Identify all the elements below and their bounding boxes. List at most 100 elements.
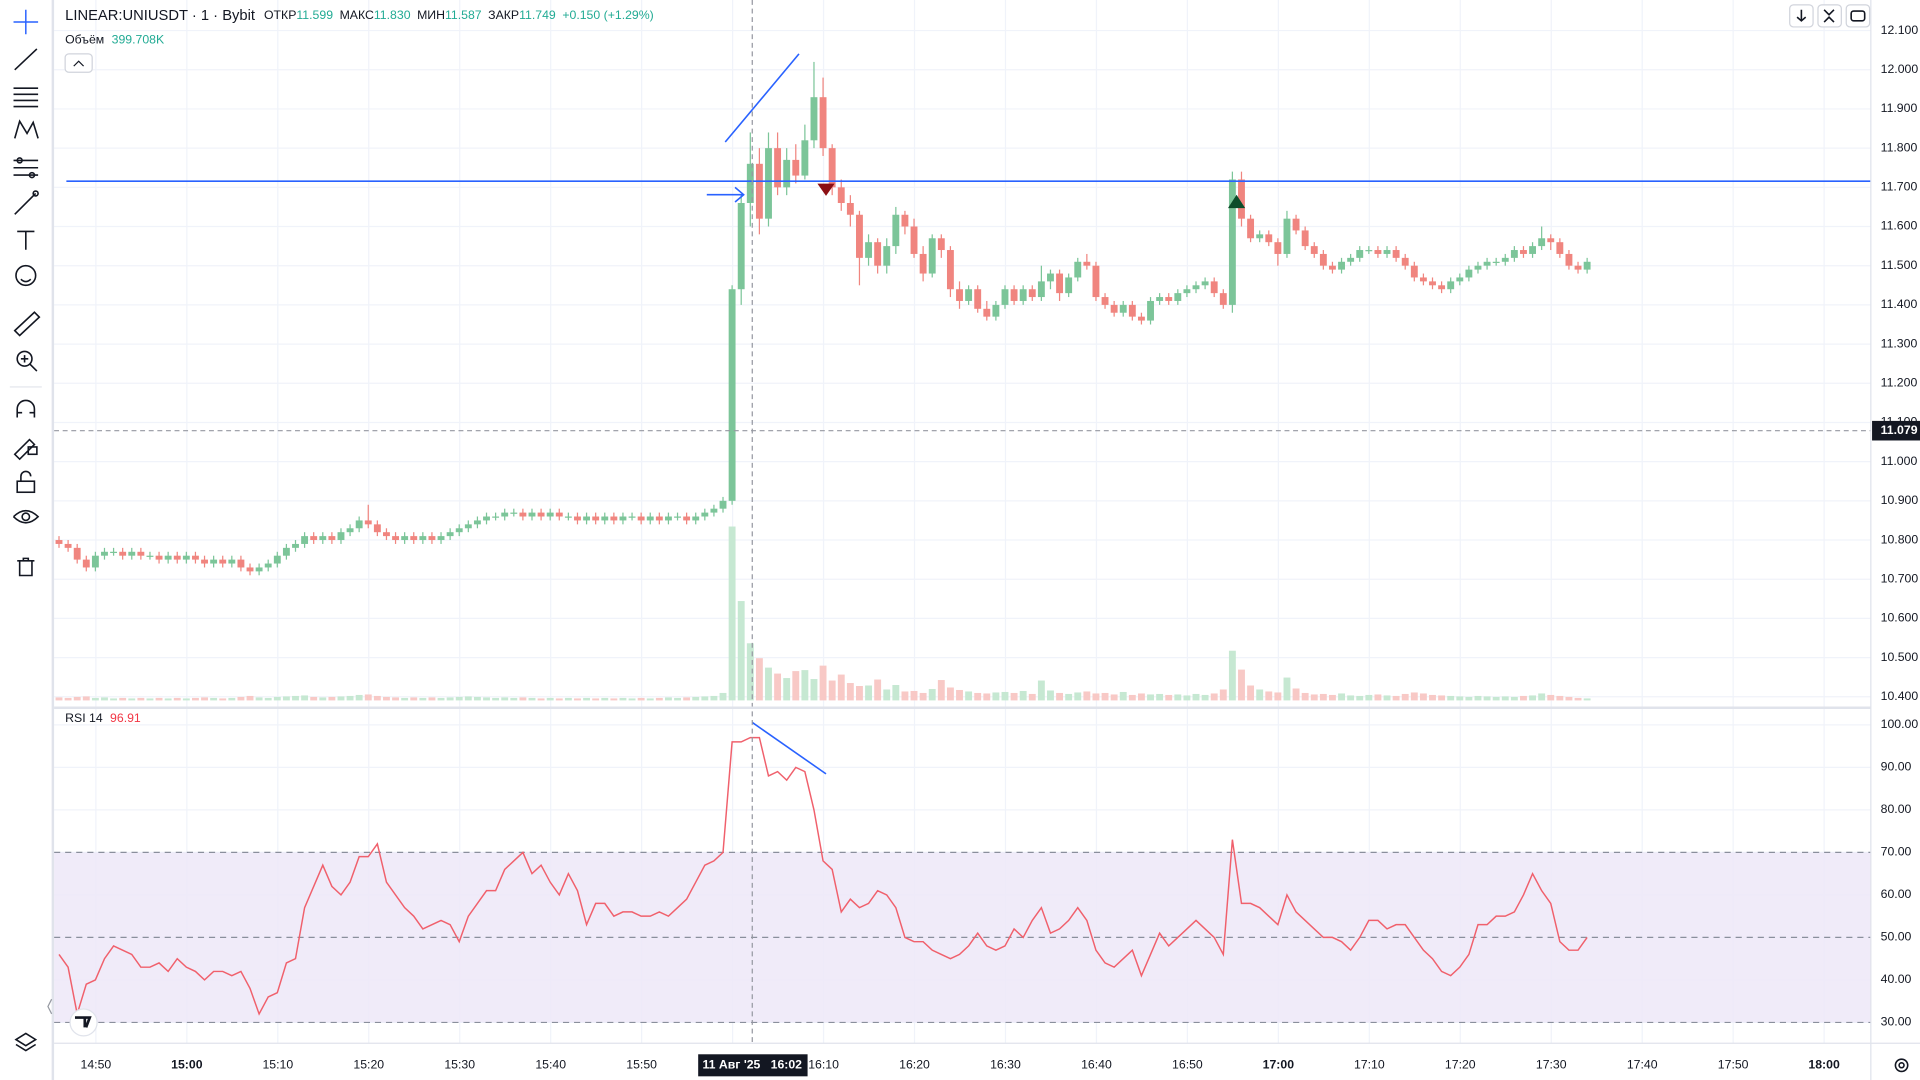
volume-bar bbox=[264, 697, 272, 701]
candle-body bbox=[383, 532, 390, 537]
tradingview-logo[interactable] bbox=[69, 1008, 98, 1037]
lock-drawing-tool[interactable] bbox=[13, 438, 38, 461]
trend-line-tool[interactable] bbox=[14, 48, 38, 71]
candle-body bbox=[1456, 277, 1464, 282]
volume-bar bbox=[364, 694, 372, 701]
candle-body bbox=[1047, 273, 1054, 282]
candle-body bbox=[237, 559, 245, 568]
trend-line-drawing[interactable] bbox=[724, 53, 800, 143]
volume-bar bbox=[1247, 685, 1255, 701]
pattern-tool[interactable] bbox=[13, 119, 39, 139]
y-tick-label: 80.00 bbox=[1881, 802, 1912, 816]
magnet-tool[interactable] bbox=[16, 399, 36, 418]
open-value: 11.599 bbox=[296, 8, 333, 22]
zoom-tool[interactable] bbox=[16, 350, 38, 372]
candle-body bbox=[137, 551, 145, 556]
candle-body bbox=[537, 512, 545, 517]
prediction-tool[interactable] bbox=[13, 157, 39, 179]
candle-body bbox=[455, 528, 463, 533]
rsi-value: 96.91 bbox=[110, 711, 141, 725]
left-toolbar bbox=[9, 9, 42, 1052]
candle-body bbox=[546, 512, 554, 517]
volume-bar bbox=[664, 697, 672, 701]
candle-body bbox=[173, 555, 181, 560]
volume-bar bbox=[392, 697, 399, 701]
candle-body bbox=[610, 516, 618, 521]
volume-bar bbox=[1274, 692, 1282, 701]
volume-bar bbox=[1319, 693, 1327, 701]
volume-bar bbox=[246, 695, 254, 701]
volume-bar bbox=[737, 601, 745, 701]
candle-body bbox=[210, 559, 218, 564]
candle-body bbox=[264, 563, 272, 568]
x-tick-label: 15:00 bbox=[171, 1058, 203, 1072]
text-tool[interactable] bbox=[17, 230, 35, 250]
volume-bar bbox=[1356, 695, 1364, 701]
candle-body bbox=[701, 512, 709, 517]
icon-tool[interactable] bbox=[15, 264, 37, 287]
open-label: ОТКР bbox=[264, 8, 296, 22]
volume-bar bbox=[73, 696, 81, 701]
pane-buttons bbox=[1789, 4, 1871, 28]
candle-body bbox=[583, 516, 591, 521]
y-tick-label: 10.500 bbox=[1881, 650, 1919, 664]
rsi-line bbox=[58, 736, 1588, 1016]
candle-body bbox=[1401, 257, 1409, 266]
candle-body bbox=[155, 555, 163, 560]
maximize-button[interactable] bbox=[1845, 4, 1871, 28]
x-tick-label: 17:10 bbox=[1354, 1058, 1385, 1072]
candle-body bbox=[1174, 293, 1182, 301]
volume-bar bbox=[1447, 695, 1455, 701]
candle-body bbox=[164, 555, 172, 560]
candle-body bbox=[774, 148, 782, 188]
candle-body bbox=[110, 551, 118, 554]
volume-bar bbox=[1238, 669, 1245, 701]
volume-bar bbox=[974, 692, 982, 701]
settings-button[interactable] bbox=[1894, 1058, 1909, 1073]
volume-bar bbox=[1147, 694, 1154, 701]
high-value: 11.830 bbox=[374, 8, 411, 22]
volume-bar bbox=[1010, 692, 1018, 701]
volume-bar bbox=[1401, 693, 1409, 701]
delete-tool[interactable] bbox=[17, 557, 35, 577]
rsi-band-layer bbox=[54, 851, 1871, 1024]
volume-bar bbox=[1547, 694, 1555, 701]
toolbar-collapse[interactable] bbox=[47, 998, 53, 1015]
volume-bar bbox=[610, 698, 618, 701]
candle-body bbox=[1483, 261, 1491, 266]
candle-body bbox=[1165, 297, 1173, 301]
candle-body bbox=[1374, 250, 1382, 254]
candle-body bbox=[1319, 253, 1327, 266]
volume-bar bbox=[1429, 694, 1436, 701]
volume-bar bbox=[883, 689, 891, 701]
collapse-button[interactable] bbox=[1817, 4, 1842, 28]
volume-bar bbox=[501, 697, 509, 701]
y-tick-label: 30.00 bbox=[1881, 1015, 1912, 1029]
volume-bar bbox=[564, 697, 572, 701]
fib-tool[interactable] bbox=[13, 87, 39, 108]
crosshair-tool[interactable] bbox=[13, 9, 39, 35]
trend-line-drawing[interactable] bbox=[751, 721, 827, 775]
ruler-tool[interactable] bbox=[13, 311, 41, 337]
object-tree-tool[interactable] bbox=[14, 1032, 38, 1052]
hide-tool[interactable] bbox=[12, 509, 40, 524]
volume-bar bbox=[1028, 693, 1036, 701]
collapse-legend-button[interactable] bbox=[64, 53, 93, 73]
volume-bar bbox=[1556, 695, 1564, 701]
brush-tool[interactable] bbox=[14, 190, 39, 215]
volume-bar bbox=[237, 696, 245, 701]
move-down-button[interactable] bbox=[1789, 4, 1814, 28]
crosshair-time-box bbox=[698, 1054, 808, 1077]
lock-tool[interactable] bbox=[16, 470, 36, 494]
candle-body bbox=[1119, 304, 1127, 313]
candle-body bbox=[1520, 250, 1527, 254]
volume-bar bbox=[1529, 695, 1536, 701]
volume-bar bbox=[719, 692, 727, 701]
volume-bar bbox=[837, 674, 845, 701]
volume-bar bbox=[710, 695, 718, 701]
arrow-drawing[interactable] bbox=[706, 186, 745, 203]
volume-bar bbox=[137, 697, 145, 701]
y-tick-label: 10.600 bbox=[1881, 611, 1919, 625]
candle-body bbox=[646, 516, 654, 521]
volume-bar bbox=[119, 697, 127, 701]
